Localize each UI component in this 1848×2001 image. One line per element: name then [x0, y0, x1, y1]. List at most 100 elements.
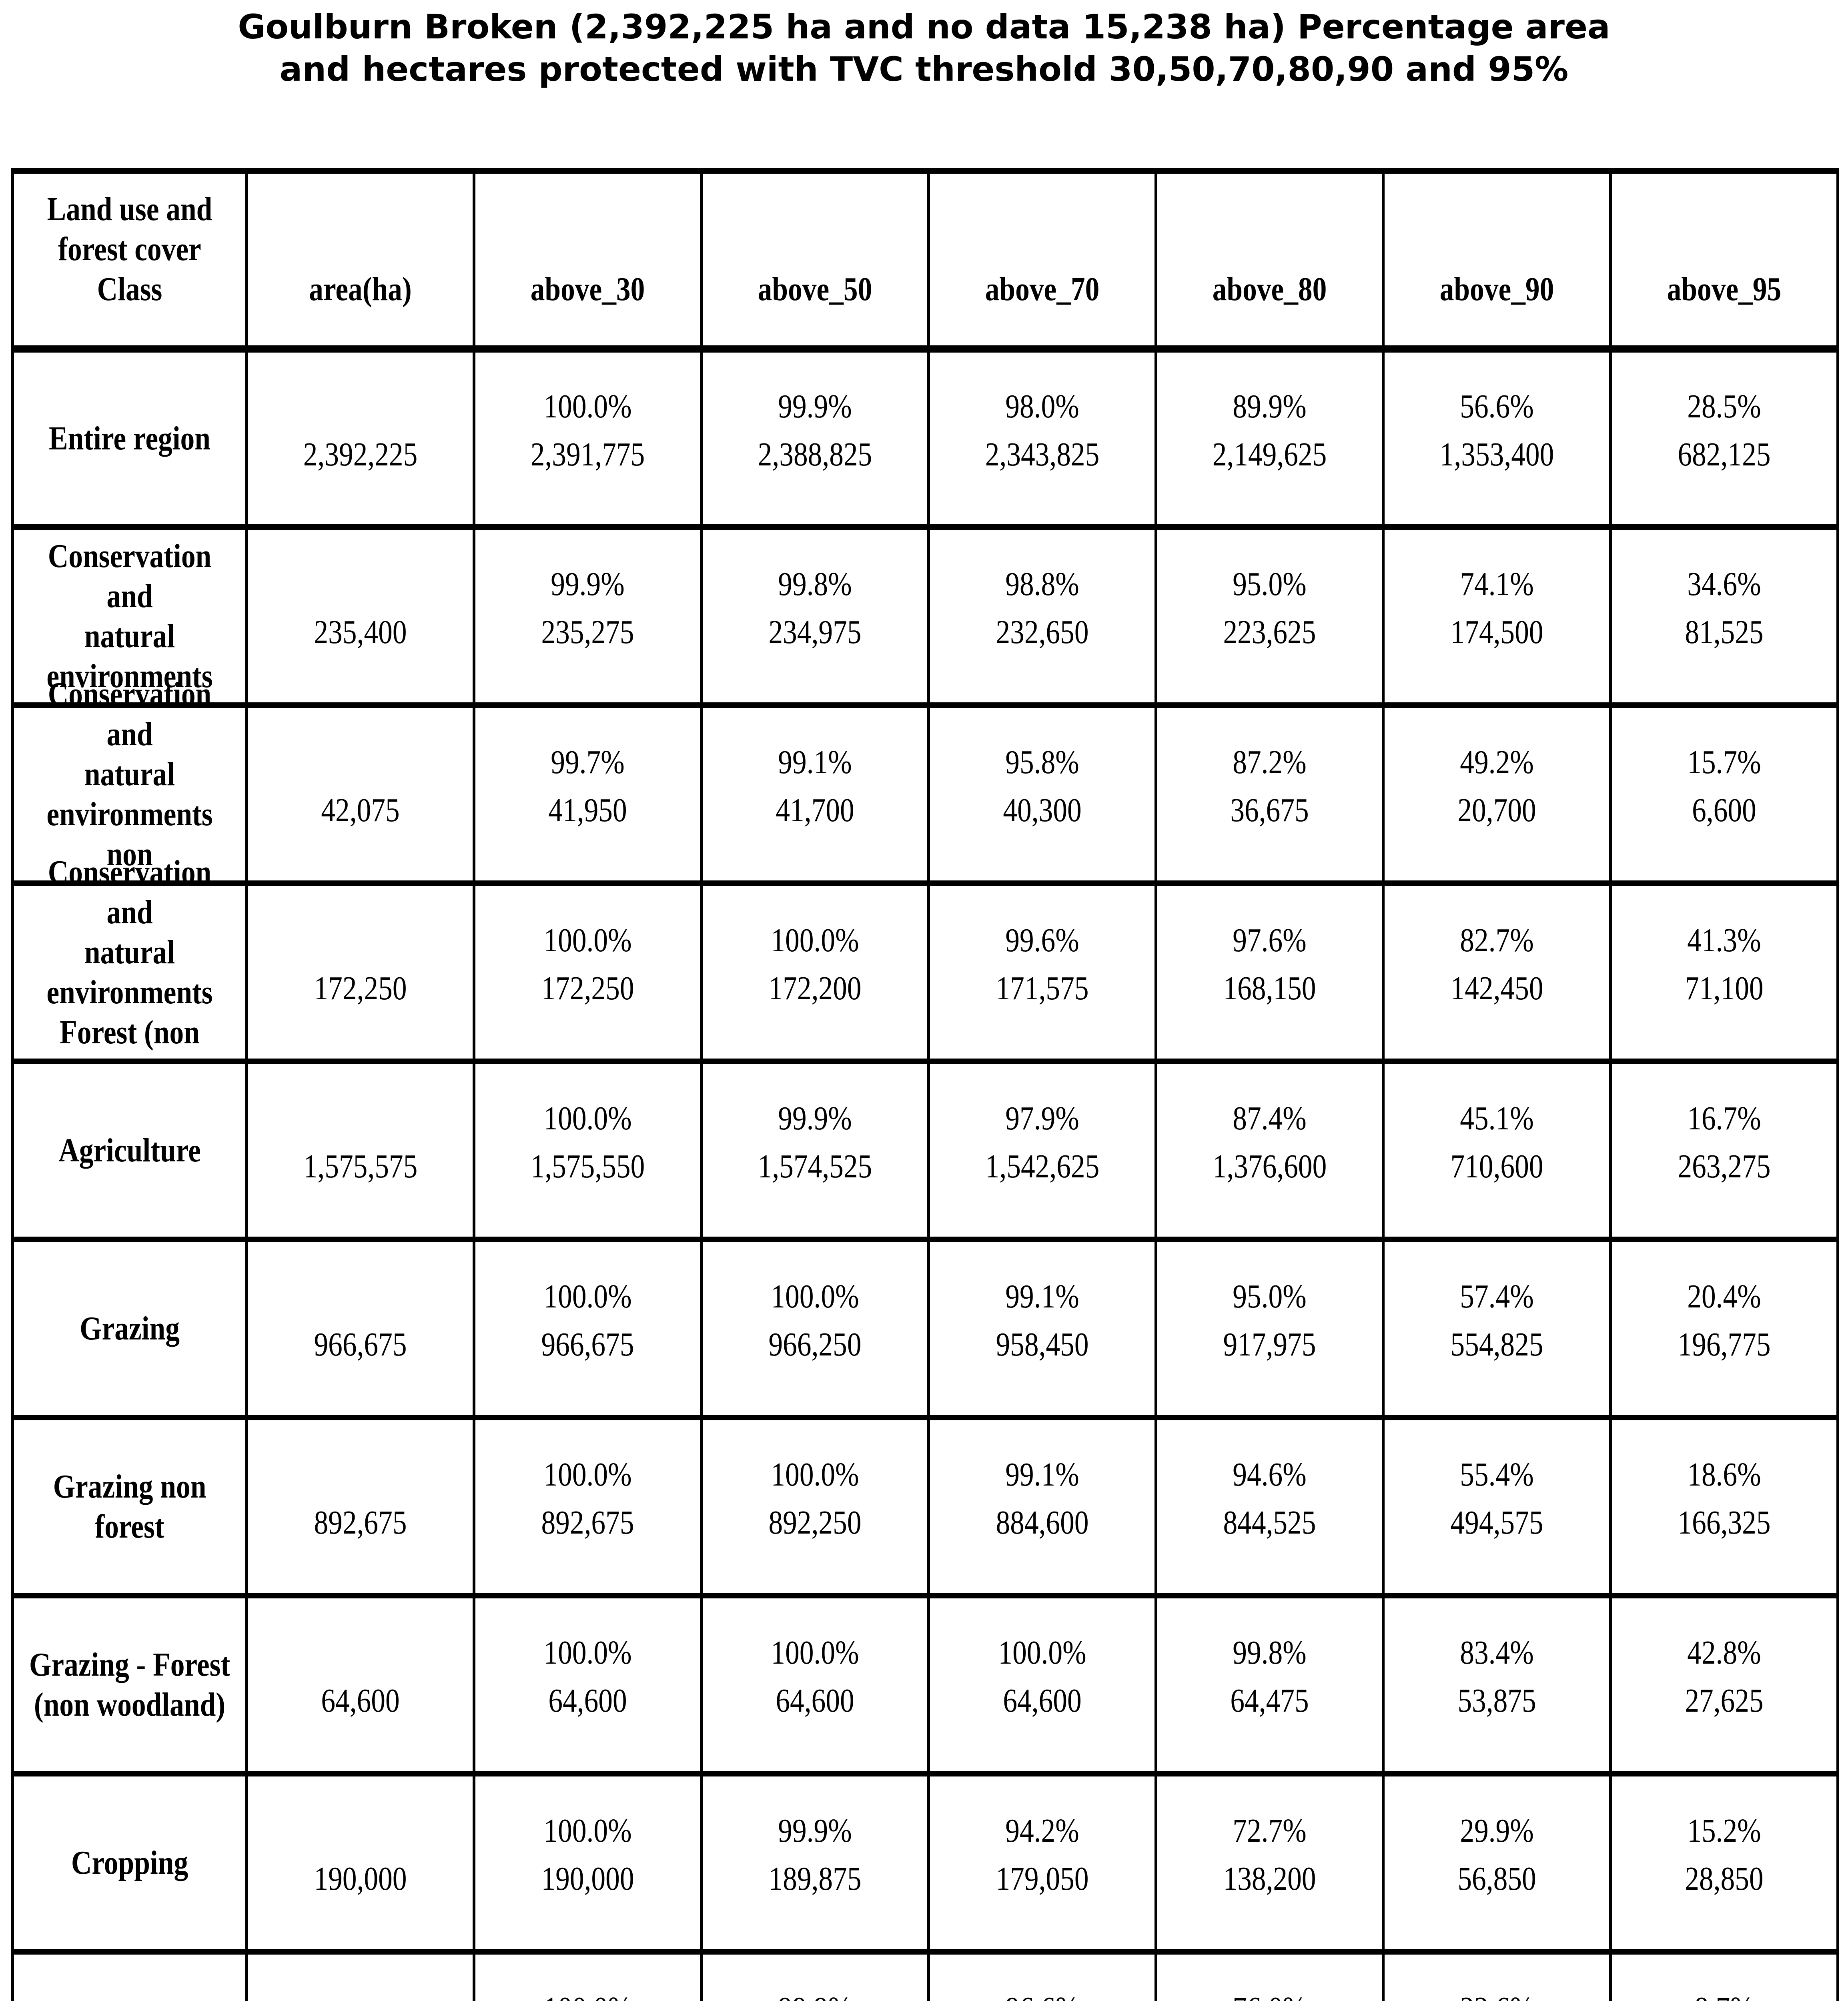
- cell-value: 710,600: [1450, 1147, 1543, 1185]
- row-label: Grazing: [80, 1309, 180, 1347]
- cell-value: 41,950: [548, 791, 627, 829]
- cell-percent: 95.0%: [1233, 565, 1307, 603]
- column-header-1: area(ha): [245, 168, 475, 353]
- cell-value: 190,000: [541, 1860, 634, 1897]
- data-cell-above_90: 83.4% 53,875: [1382, 1593, 1612, 1776]
- area-cell: 64,600: [245, 1593, 475, 1776]
- cell-percent: 100.0%: [771, 921, 859, 959]
- data-cell-above_70: 95.8% 40,300: [927, 702, 1157, 886]
- row-label-cell: Conservation and natural environments: [11, 524, 248, 708]
- table-row: Grazing - Forest (non woodland) 64,600 100…: [11, 1593, 1839, 1776]
- cell-percent: [265, 1095, 456, 1143]
- data-cell-above_80: 95.0% 917,975: [1154, 1237, 1385, 1420]
- cell-value: 166,325: [1678, 1504, 1771, 1541]
- data-cell-above_90: 57.4% 554,825: [1382, 1237, 1612, 1420]
- cell-percent: 100.0%: [543, 387, 632, 425]
- cell-percent: 99.8%: [1233, 1634, 1307, 1671]
- chart-title: Goulburn Broken (2,392,225 ha and no dat…: [238, 7, 1610, 89]
- table-row: Conservation and natural environments Fo…: [11, 854, 1839, 1091]
- column-header-6: above_90: [1382, 168, 1612, 353]
- data-cell-above_80: 99.8% 64,475: [1154, 1593, 1385, 1776]
- data-cell-above_30: 99.7% 41,950: [473, 702, 703, 886]
- cell-percent: 99.1%: [1005, 1456, 1079, 1493]
- cell-value: 1,574,525: [758, 1147, 872, 1185]
- data-cell-above_30: 100.0% 1,575,550: [473, 1059, 703, 1242]
- cell-value: 235,275: [541, 613, 634, 651]
- column-header-label: above_95: [1667, 271, 1782, 308]
- cell-percent: 41.3%: [1687, 921, 1761, 959]
- column-header-label: area(ha): [309, 271, 412, 308]
- cell-value: 234,975: [768, 613, 862, 651]
- cell-percent: 15.2%: [1687, 1812, 1761, 1849]
- row-label-cell: Grazing: [11, 1237, 248, 1420]
- row-label-cell: Cropping: [11, 1771, 248, 1955]
- cell-value: 1,353,400: [1439, 435, 1554, 473]
- cell-percent: 18.6%: [1687, 1456, 1761, 1493]
- cell-value: 81,525: [1685, 613, 1764, 651]
- cell-percent: 100.0%: [543, 1456, 632, 1493]
- row-label-cell: Irrigation: [11, 1949, 248, 2001]
- column-header-4: above_70: [927, 168, 1157, 353]
- table-row: Grazing non forest 892,675 100.0% 892,675 10…: [11, 1415, 1839, 1598]
- data-cell-above_95: 15.2% 28,850: [1609, 1771, 1839, 1955]
- column-header-label: above_80: [1212, 271, 1327, 308]
- cell-value: 64,600: [548, 1682, 627, 1719]
- cell-value: 554,825: [1450, 1325, 1543, 1363]
- cell-percent: 15.7%: [1687, 743, 1761, 781]
- cell-percent: [265, 1807, 456, 1855]
- data-cell-above_95: 8.7%35,325: [1609, 1949, 1839, 2001]
- cell-value: 2,391,775: [530, 435, 645, 473]
- data-cell-above_95: 15.7% 6,600: [1609, 702, 1839, 886]
- cell-percent: 100.0%: [543, 1277, 632, 1315]
- data-cell-above_50: 100.0% 966,250: [700, 1237, 930, 1420]
- cell-value: 64,600: [776, 1682, 854, 1719]
- data-cell-above_80: 95.0% 223,625: [1154, 524, 1385, 708]
- cell-percent: 94.6%: [1233, 1456, 1307, 1493]
- data-cell-above_80: 89.9% 2,149,625: [1154, 346, 1385, 530]
- row-label: Conservation and natural environments no…: [46, 675, 213, 913]
- cell-percent: [265, 1985, 456, 2001]
- cell-value: 682,125: [1678, 435, 1771, 473]
- cell-value: 884,600: [996, 1504, 1089, 1541]
- cell-percent: 87.2%: [1233, 743, 1307, 781]
- data-cell-above_90: 49.2% 20,700: [1382, 702, 1612, 886]
- cell-percent: 55.4%: [1460, 1456, 1534, 1493]
- cell-percent: 96.6%: [947, 1985, 1138, 2001]
- cell-percent: 76.0%: [1174, 1985, 1365, 2001]
- cell-percent: 20.4%: [1687, 1277, 1761, 1315]
- row-label: Agriculture: [58, 1131, 201, 1169]
- data-cell-above_50: 99.8% 234,975: [700, 524, 930, 708]
- row-label-cell: Agriculture: [11, 1059, 248, 1242]
- cell-percent: 99.9%: [778, 1812, 852, 1849]
- cell-value: 42,075: [321, 791, 400, 829]
- column-header-5: above_80: [1154, 168, 1385, 353]
- data-cell-above_90: 29.9% 56,850: [1382, 1771, 1612, 1955]
- cell-value: 844,525: [1223, 1504, 1316, 1541]
- row-label-cell: Conservation and natural environments Fo…: [11, 854, 248, 1091]
- cell-percent: 99.6%: [1005, 921, 1079, 959]
- cell-value: 174,500: [1450, 613, 1543, 651]
- cell-percent: 82.7%: [1460, 921, 1534, 959]
- cell-value: 56,850: [1457, 1860, 1536, 1897]
- cell-value: 966,675: [314, 1325, 407, 1363]
- row-label-cell: Grazing - Forest (non woodland): [11, 1593, 248, 1776]
- row-label: Grazing - Forest (non woodland): [29, 1646, 230, 1723]
- data-cell-above_80: 72.7% 138,200: [1154, 1771, 1385, 1955]
- cell-percent: 100.0%: [771, 1277, 859, 1315]
- cell-percent: 45.1%: [1460, 1099, 1534, 1137]
- cell-percent: [265, 383, 456, 431]
- cell-value: 41,700: [776, 791, 854, 829]
- data-cell-above_70: 94.2% 179,050: [927, 1771, 1157, 1955]
- cell-value: 171,575: [996, 969, 1089, 1007]
- data-cell-above_50: 99.9%406,125: [700, 1949, 930, 2001]
- cell-value: 27,625: [1685, 1682, 1764, 1719]
- table-row: Cropping 190,000 100.0% 190,000 99.9% 189,875…: [11, 1771, 1839, 1955]
- cell-value: 2,392,225: [303, 435, 418, 473]
- column-header-label: above_90: [1439, 271, 1554, 308]
- cell-value: 36,675: [1230, 791, 1309, 829]
- cell-percent: 29.9%: [1460, 1812, 1534, 1849]
- row-label: Conservation and natural environments Fo…: [46, 853, 213, 1091]
- area-cell: 966,675: [245, 1237, 475, 1420]
- cell-value: 2,149,625: [1212, 435, 1327, 473]
